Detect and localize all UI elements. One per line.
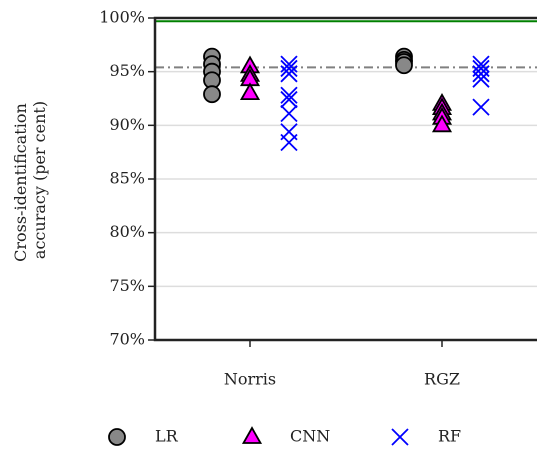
y-tick-label: 90% — [109, 115, 145, 134]
data-point — [280, 133, 298, 152]
data-point — [472, 55, 490, 73]
legend-label: RF — [438, 427, 461, 446]
data-point — [395, 56, 413, 75]
y-axis-label-line: Cross-identification — [11, 103, 30, 262]
legend-marker — [241, 426, 263, 444]
y-tick-label: 95% — [109, 61, 145, 80]
axis-frame — [153, 16, 537, 342]
data-point — [203, 85, 221, 104]
data-point — [280, 104, 298, 123]
legend-label: LR — [155, 427, 179, 446]
data-point — [472, 65, 490, 83]
y-axis-label-line: accuracy (per cent) — [30, 101, 49, 259]
y-tick-label: 75% — [109, 276, 145, 295]
data-point — [472, 98, 490, 116]
data-point — [280, 65, 298, 83]
y-tick-label: 100% — [99, 8, 145, 27]
x-tick-label: Norris — [224, 370, 276, 389]
data-point — [280, 90, 298, 109]
y-tick-label: 85% — [109, 169, 145, 188]
legend-marker — [391, 428, 409, 446]
y-tick-label: 70% — [109, 330, 145, 349]
data-point — [280, 86, 298, 104]
data-point — [239, 82, 261, 101]
x-tick-label: RGZ — [424, 370, 460, 389]
legend-marker — [108, 428, 126, 446]
legend-label: CNN — [290, 427, 330, 446]
data-point — [280, 59, 298, 78]
y-tick-label: 80% — [109, 222, 145, 241]
data-point — [431, 114, 453, 133]
y-axis-label: Cross-identification accuracy (per cent) — [11, 98, 49, 262]
data-point — [280, 55, 298, 73]
data-point — [472, 70, 490, 88]
